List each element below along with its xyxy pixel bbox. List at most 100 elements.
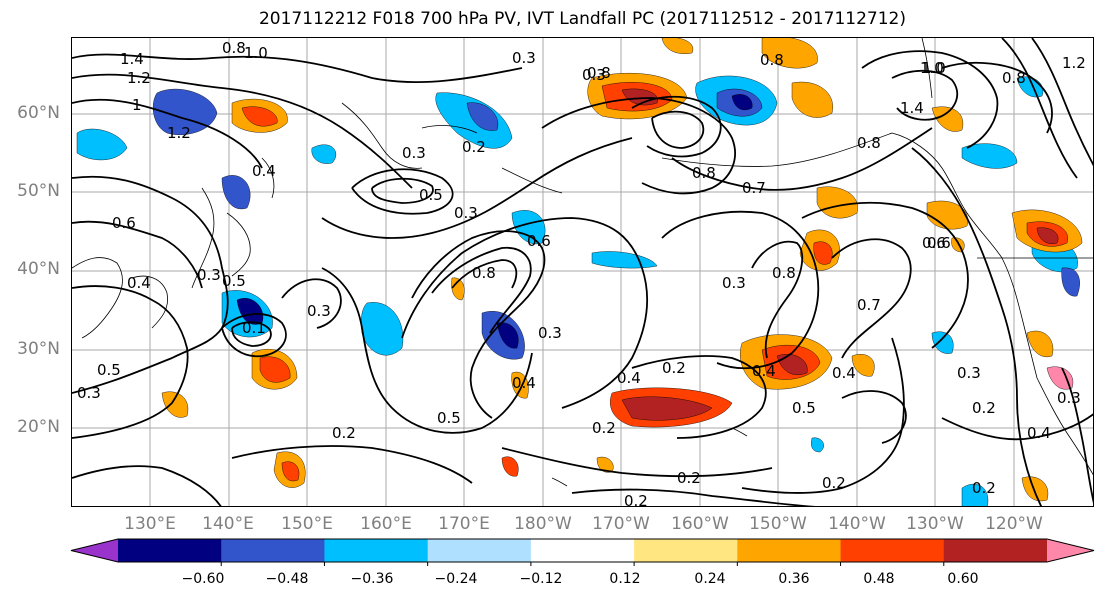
colorbar-tick-label: 0.36 [778, 571, 810, 587]
contour-label: 0.3 [77, 384, 101, 402]
contour-label: 1.4 [900, 99, 924, 117]
colorbar-bin [324, 539, 429, 562]
colorbar-tick-label: −0.60 [181, 571, 225, 587]
contour-label: 0.2 [592, 419, 616, 437]
lat-label-40n: 40°N [17, 259, 60, 279]
contour-label: 0.2 [332, 424, 356, 442]
contour-label: 0.7 [742, 179, 766, 197]
contour-labels: 1.4 1.2 0.8 1.0 1 1.2 0.6 0.4 0.4 0.3 0.… [77, 39, 1086, 507]
contour-label: 0.2 [822, 474, 846, 492]
lon-label-150w: 150°W [749, 514, 807, 534]
contour-label: 0.8 [857, 134, 881, 152]
colorbar-tick-label: −0.12 [519, 571, 563, 587]
colorbar-bin [221, 539, 325, 562]
contour-label: 0.4 [512, 374, 536, 392]
coastlines [72, 38, 1093, 487]
lon-label-130e: 130°E [124, 514, 176, 534]
contour-label: 0.8 [472, 264, 496, 282]
contour-label: 0.8 [760, 51, 784, 69]
contour-label: 1.0 [244, 44, 268, 62]
colorbar-segments [70, 538, 1095, 566]
colorbar-outline [70, 538, 1095, 563]
map-canvas: 1.4 1.2 0.8 1.0 1 1.2 0.6 0.4 0.4 0.3 0.… [72, 38, 1093, 507]
contour-label: 0.6 [922, 234, 946, 252]
lon-label-150e: 150°E [281, 514, 333, 534]
colorbar-bin [530, 539, 635, 562]
colorbar-tick-label: −0.36 [350, 571, 394, 587]
contour-label: 0.3 [402, 144, 426, 162]
contour-label: 0.4 [752, 362, 776, 380]
lat-label-30n: 30°N [17, 339, 60, 359]
contour-label: 0.6 [112, 214, 136, 232]
contour-label: 0.3 [512, 49, 536, 67]
colorbar-extend-high [1047, 539, 1094, 562]
contour-label: 0.4 [252, 162, 276, 180]
contour-label: 1.2 [127, 69, 151, 87]
map-title: 2017112212 F018 700 hPa PV, IVT Landfall… [258, 9, 906, 29]
colorbar-tick-label: 0.12 [609, 571, 641, 587]
contour-label: 0.3 [957, 364, 981, 382]
positive-anomaly-fills [161, 38, 1083, 502]
colorbar-tick-label: −0.48 [265, 571, 309, 587]
colorbar-tick-label: 0.24 [694, 571, 726, 587]
contour-label: 0.5 [437, 409, 461, 427]
contour-label: 0.4 [1027, 424, 1051, 442]
contour-label: 0.3 [307, 302, 331, 320]
contour-label: 0.5 [222, 272, 246, 290]
contour-label: 1.2 [167, 124, 191, 142]
colorbar-bin [634, 539, 738, 562]
contour-label: 0.4 [832, 364, 856, 382]
colorbar-bin [118, 539, 222, 562]
contour-label: 0.2 [624, 492, 648, 507]
contour-label: 1.0 [920, 59, 944, 77]
lon-label-130w: 130°W [906, 514, 964, 534]
lat-label-60n: 60°N [17, 103, 60, 123]
lon-label-180w: 180°W [514, 514, 572, 534]
contour-label: 0.8 [587, 64, 611, 82]
contour-label: 0.2 [662, 359, 686, 377]
lon-label-170w: 170°W [592, 514, 650, 534]
contour-label: 1.4 [120, 50, 144, 68]
colorbar-tick-label: 0.48 [863, 571, 895, 587]
contour-label: 0.8 [692, 164, 716, 182]
lat-label-20n: 20°N [17, 417, 60, 437]
colorbar-bin [737, 539, 842, 562]
lon-label-160w: 160°W [671, 514, 729, 534]
colorbar-extend-low [71, 539, 118, 562]
contour-label: 0.8 [1002, 69, 1026, 87]
contour-label: 0.3 [582, 66, 606, 84]
contour-label: 1.2 [1062, 54, 1086, 72]
contour-label: 0.8 [222, 39, 246, 57]
contour-label: 0.3 [722, 274, 746, 292]
map-panel: 1.4 1.2 0.8 1.0 1 1.2 0.6 0.4 0.4 0.3 0.… [71, 37, 1094, 507]
contour-label: 0.8 [772, 264, 796, 282]
contour-label: 0.7 [857, 296, 881, 314]
lon-label-140w: 140°W [828, 514, 886, 534]
contour-label: 0.2 [972, 399, 996, 417]
contour-label: 0.2 [462, 138, 486, 156]
contour-label: 0.5 [792, 399, 816, 417]
lat-label-50n: 50°N [17, 181, 60, 201]
contour-label: 0.3 [454, 204, 478, 222]
contour-label: 0.2 [972, 479, 996, 497]
lon-label-170e: 170°E [438, 514, 490, 534]
contour-label: 0.4 [617, 369, 641, 387]
colorbar-bin [427, 539, 532, 562]
colorbar-bin [840, 539, 945, 562]
contour-label: 0.1 [242, 319, 266, 337]
contour-label: 0.6 [927, 234, 951, 252]
contour-label: 0.5 [419, 186, 443, 204]
contour-label: 0.3 [538, 324, 562, 342]
contour-label: 0.2 [677, 469, 701, 487]
lon-label-120w: 120°W [985, 514, 1043, 534]
colorbar-bin [943, 539, 1048, 562]
contour-label: 0.3 [197, 266, 221, 284]
colorbar-tick-label: 0.60 [947, 571, 979, 587]
lon-label-140e: 140°E [202, 514, 254, 534]
contour-label: 1.0 [922, 59, 946, 77]
pv-contours [72, 38, 1093, 506]
contour-label: 0.6 [527, 232, 551, 250]
lon-label-160e: 160°E [360, 514, 412, 534]
contour-label: 0.5 [97, 361, 121, 379]
contour-label: 0.3 [1057, 389, 1081, 407]
